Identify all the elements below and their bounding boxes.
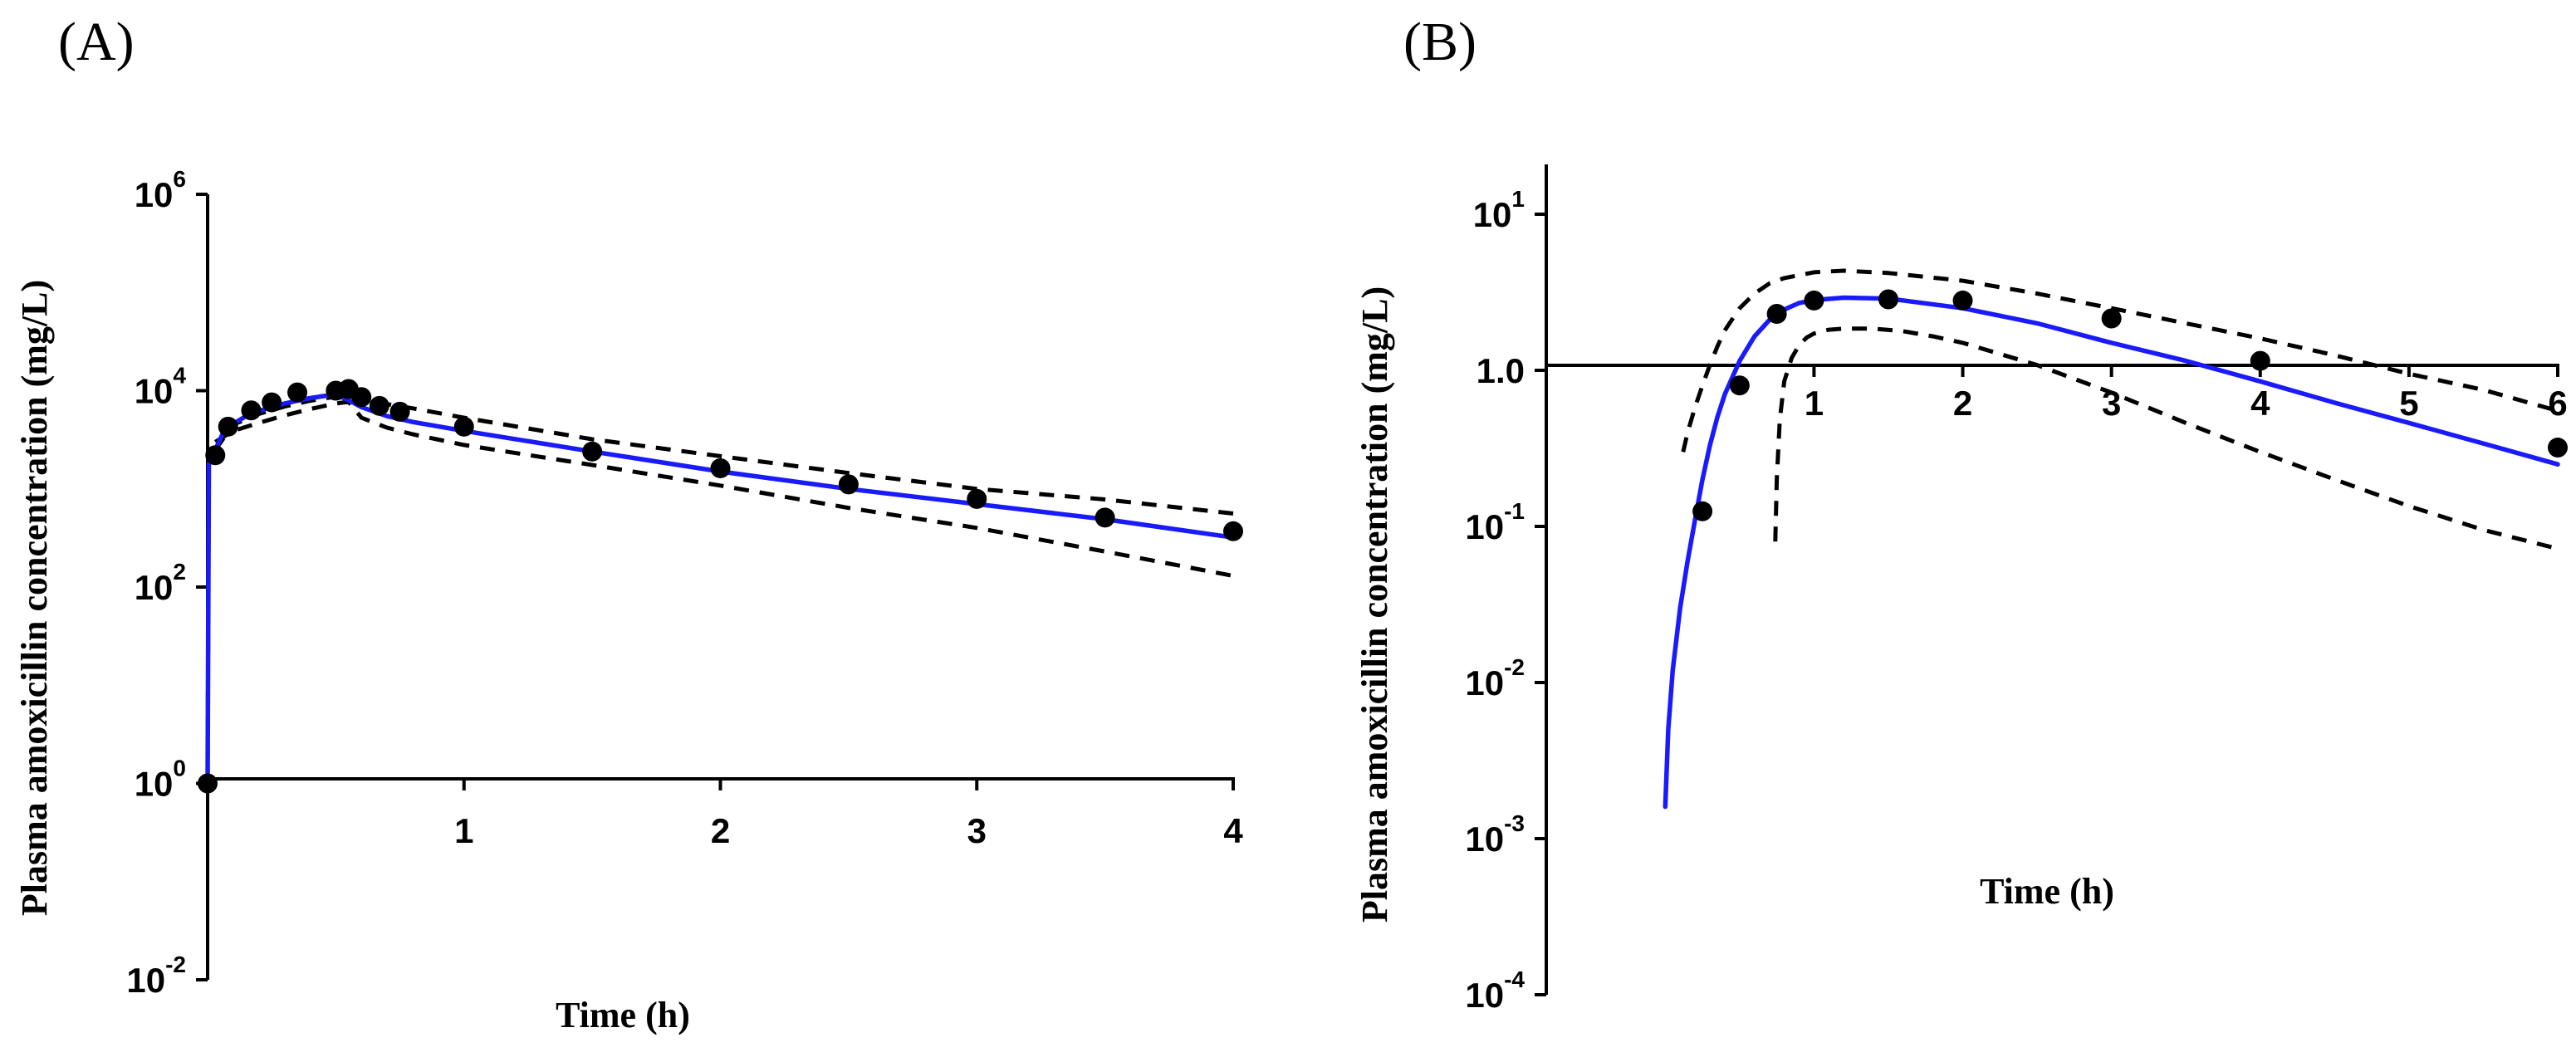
observed-point: [838, 474, 859, 495]
y-tick-base: 1.0: [1477, 351, 1525, 390]
observed-point: [710, 458, 731, 478]
y-tick-label: 104: [135, 363, 187, 411]
observed-point: [1878, 289, 1898, 310]
y-tick-base: 10: [1465, 507, 1504, 546]
observed-point: [369, 395, 389, 416]
observed-point: [2548, 438, 2568, 458]
x-tick-label: 2: [1953, 384, 1972, 423]
predicted-line: [205, 392, 1236, 786]
observed-point: [205, 445, 226, 466]
y-tick-exponent: 1: [1511, 186, 1525, 212]
y-tick-label: 106: [135, 166, 186, 214]
panel-b-label: (B): [1403, 12, 1477, 72]
observed-point: [218, 416, 238, 437]
y-tick-label: 10-4: [1465, 966, 1525, 1015]
panel-a-y-axis-title: Plasma amoxicillin concentration (mg/L): [14, 280, 55, 916]
observed-point: [389, 401, 410, 422]
y-tick-exponent: -2: [165, 952, 186, 977]
y-tick-exponent: 6: [173, 166, 186, 192]
panel-b-y-axis-title: Plasma amoxicillin concentration (mg/L): [1354, 286, 1395, 922]
y-tick-exponent: -2: [1504, 654, 1525, 680]
observed-point: [453, 416, 474, 437]
y-tick-base: 10: [1473, 195, 1512, 234]
observed-point: [1766, 303, 1787, 324]
observed-point: [1729, 375, 1750, 396]
panel-b: (B) Time (h) Plasma amoxicillin concentr…: [1354, 12, 2568, 1015]
y-tick-exponent: -1: [1504, 498, 1525, 524]
x-tick-label: 4: [2250, 384, 2270, 423]
lower-bound-line: [1773, 326, 2559, 551]
x-tick-label: 1: [1805, 384, 1824, 423]
x-tick-label: 5: [2399, 384, 2418, 423]
y-tick-exponent: 2: [173, 559, 186, 585]
observed-point: [967, 488, 987, 509]
observed-point: [582, 441, 603, 462]
x-tick-label: 3: [967, 811, 987, 850]
y-tick-base: 10: [135, 175, 174, 214]
observed-point: [1223, 521, 1243, 541]
observed-point: [287, 382, 308, 403]
y-tick-base: 10: [1465, 663, 1504, 702]
observed-point: [1095, 507, 1115, 528]
y-tick-label: 10-3: [1465, 810, 1525, 859]
x-tick-label: 2: [711, 811, 730, 850]
y-tick-base: 10: [126, 961, 165, 1000]
y-tick-label: 10-2: [126, 952, 186, 1000]
observed-point: [2101, 308, 2122, 329]
y-tick-label: 10-2: [1465, 654, 1525, 702]
y-tick-label: 10-1: [1465, 498, 1525, 546]
x-tick-label: 3: [2102, 384, 2121, 423]
observed-point: [351, 387, 372, 408]
y-tick-base: 10: [135, 372, 174, 411]
y-tick-exponent: 4: [173, 363, 186, 389]
y-tick-label: 100: [135, 756, 186, 804]
upper-bound-line: [1681, 268, 2559, 453]
y-tick-label: 1.0: [1477, 351, 1525, 390]
observed-point: [241, 400, 262, 421]
panel-a-label: (A): [58, 12, 135, 72]
observed-point: [1804, 290, 1824, 311]
y-tick-exponent: 0: [173, 756, 186, 781]
observed-point: [1692, 501, 1713, 521]
y-tick-label: 102: [135, 559, 186, 607]
y-tick-base: 10: [1465, 976, 1504, 1015]
y-tick-base: 10: [1465, 820, 1504, 859]
y-tick-exponent: -3: [1504, 810, 1525, 836]
panel-a: (A) Time (h) Plasma amoxicillin concentr…: [14, 12, 1243, 1035]
y-tick-base: 10: [135, 568, 174, 607]
upper-bound-line: [205, 392, 1234, 784]
observed-point: [262, 392, 282, 413]
x-tick-label: 1: [454, 811, 473, 850]
observed-point: [2250, 350, 2270, 371]
x-tick-label: 4: [1223, 811, 1243, 850]
observed-point: [198, 773, 218, 794]
panel-b-x-axis-title: Time (h): [1980, 871, 2114, 912]
observed-point: [1952, 290, 1973, 311]
x-tick-label: 6: [2548, 384, 2567, 423]
lower-bound-line: [213, 399, 1234, 578]
y-tick-base: 10: [135, 765, 174, 804]
y-tick-label: 101: [1473, 186, 1525, 234]
y-tick-exponent: -4: [1504, 966, 1525, 992]
panel-a-x-axis-title: Time (h): [556, 995, 690, 1035]
